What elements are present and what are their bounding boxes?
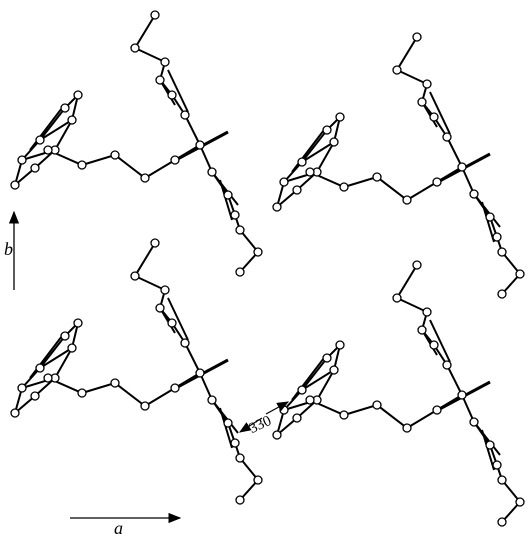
a-axis-label: a	[114, 518, 123, 536]
molecule	[273, 33, 524, 298]
b-axis-label: b	[4, 239, 13, 259]
molecules	[11, 11, 524, 526]
molecule	[11, 11, 262, 276]
molecule	[273, 261, 524, 526]
distance-label: 330	[247, 413, 274, 437]
molecule	[11, 239, 262, 504]
crystal-packing-diagram: b a 330	[0, 0, 531, 536]
